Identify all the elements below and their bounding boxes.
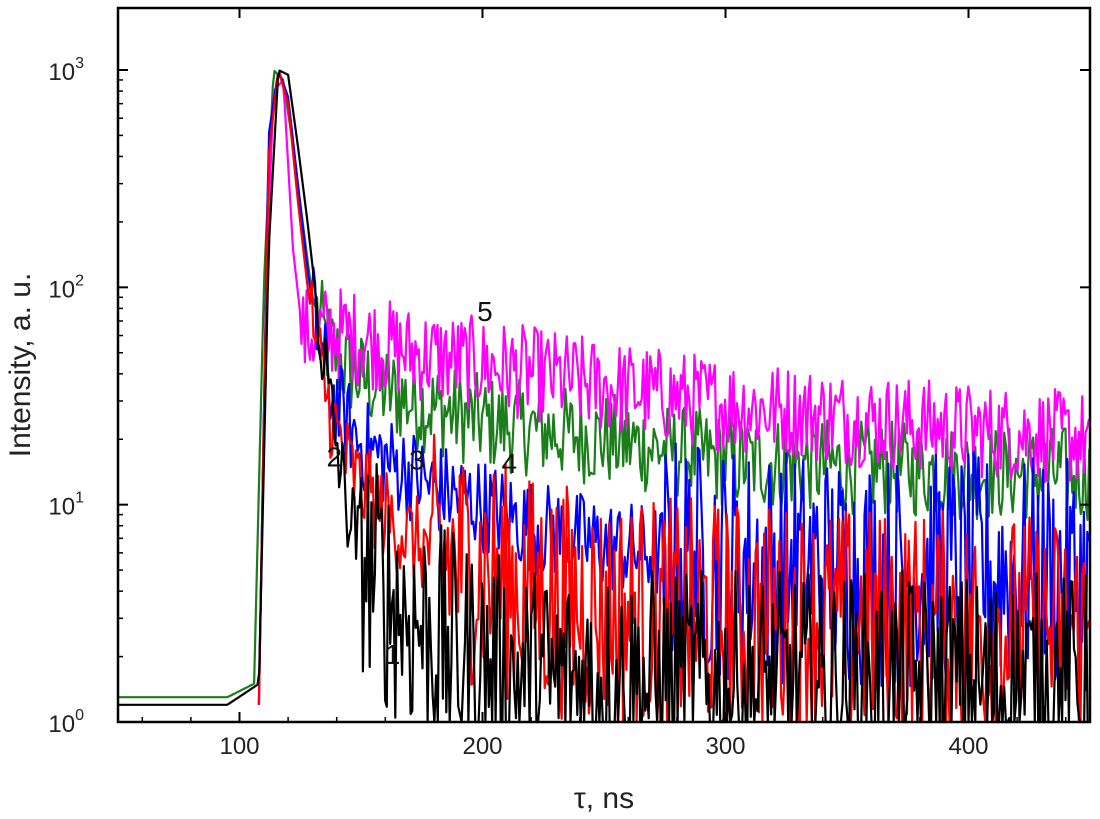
series-line-5: [257, 79, 1091, 705]
axis-ticks: [118, 8, 1090, 723]
x-axis-title: τ, ns: [574, 782, 634, 815]
y-tick-exponent: 2: [75, 272, 84, 289]
y-tick-exponent: 1: [75, 490, 84, 507]
curves-layer: [118, 69, 1091, 724]
y-tick-label: 103: [48, 55, 84, 86]
x-tick-label: 300: [705, 733, 745, 760]
curve-label-5: 5: [477, 296, 493, 327]
y-tick-label: 101: [48, 490, 84, 521]
x-tick-label: 200: [462, 733, 502, 760]
y-tick-exponent: 3: [75, 55, 84, 72]
series-line-3: [257, 71, 1091, 705]
y-axis-title: Intensity, a. u.: [4, 273, 37, 458]
curve-label-3: 3: [409, 445, 425, 476]
x-tick-label: 400: [948, 733, 988, 760]
curve-annotations: 5 4 3 2 1: [326, 296, 517, 670]
plot-frame: [116, 6, 1092, 724]
x-tick-label: 100: [219, 733, 259, 760]
y-tick-label: 102: [48, 272, 84, 303]
curve-label-2: 2: [326, 441, 342, 472]
y-tick-label: 100: [48, 707, 84, 738]
curve-label-1: 1: [385, 639, 401, 670]
curve-label-4: 4: [501, 448, 517, 479]
y-tick-exponent: 0: [75, 707, 84, 724]
